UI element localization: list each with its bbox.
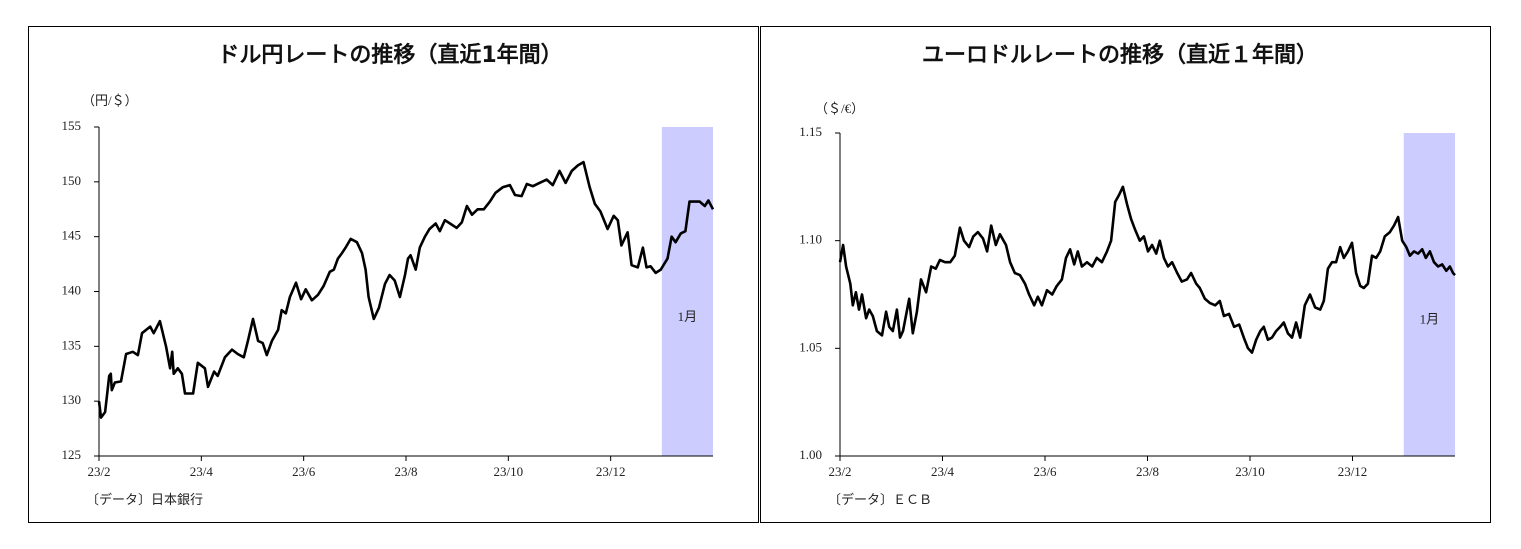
data-line [97, 160, 715, 419]
y-tick-label: 155 [62, 118, 82, 133]
x-tick-label: 23/10 [494, 464, 524, 479]
x-tick-label: 23/10 [1235, 464, 1265, 479]
chart-title: ユーロドルレートの推移（直近１年間） [922, 42, 1318, 68]
y-tick-label: 130 [62, 392, 82, 407]
x-tick-label: 23/4 [190, 464, 214, 479]
x-tick-label: 23/12 [1338, 464, 1368, 479]
x-tick-label: 23/12 [596, 464, 626, 479]
source-note: 〔データ〕ＥＣＢ [828, 492, 932, 507]
y-tick-label: 1.00 [799, 447, 822, 462]
y-unit-label: （＄/€） [815, 101, 864, 116]
x-tick-label: 23/2 [828, 464, 851, 479]
y-tick-label: 145 [62, 228, 82, 243]
panel-border [28, 26, 759, 523]
shade-band [661, 127, 713, 456]
shade-label: 1月 [1420, 311, 1440, 326]
x-tick-label: 23/6 [1033, 464, 1057, 479]
x-tick-label: 23/2 [87, 464, 110, 479]
source-note: 〔データ〕日本銀行 [86, 492, 203, 507]
shade-band [1403, 133, 1455, 456]
x-tick-label: 23/8 [394, 464, 417, 479]
y-tick-label: 135 [62, 337, 82, 352]
data-line [838, 185, 1456, 354]
y-tick-label: 1.10 [799, 232, 822, 247]
shade-label: 1月 [678, 309, 698, 324]
y-tick-label: 140 [62, 282, 82, 297]
x-tick-label: 23/4 [931, 464, 955, 479]
x-tick-label: 23/8 [1136, 464, 1159, 479]
panel-border [760, 26, 1491, 523]
y-tick-label: 1.15 [799, 124, 822, 139]
y-tick-label: 150 [62, 173, 82, 188]
y-tick-label: 125 [62, 447, 82, 462]
x-tick-label: 23/6 [292, 464, 316, 479]
y-tick-label: 1.05 [799, 339, 822, 354]
y-unit-label: （円/＄） [82, 93, 138, 108]
chart-title: ドル円レートの推移（直近1年間） [217, 42, 562, 68]
